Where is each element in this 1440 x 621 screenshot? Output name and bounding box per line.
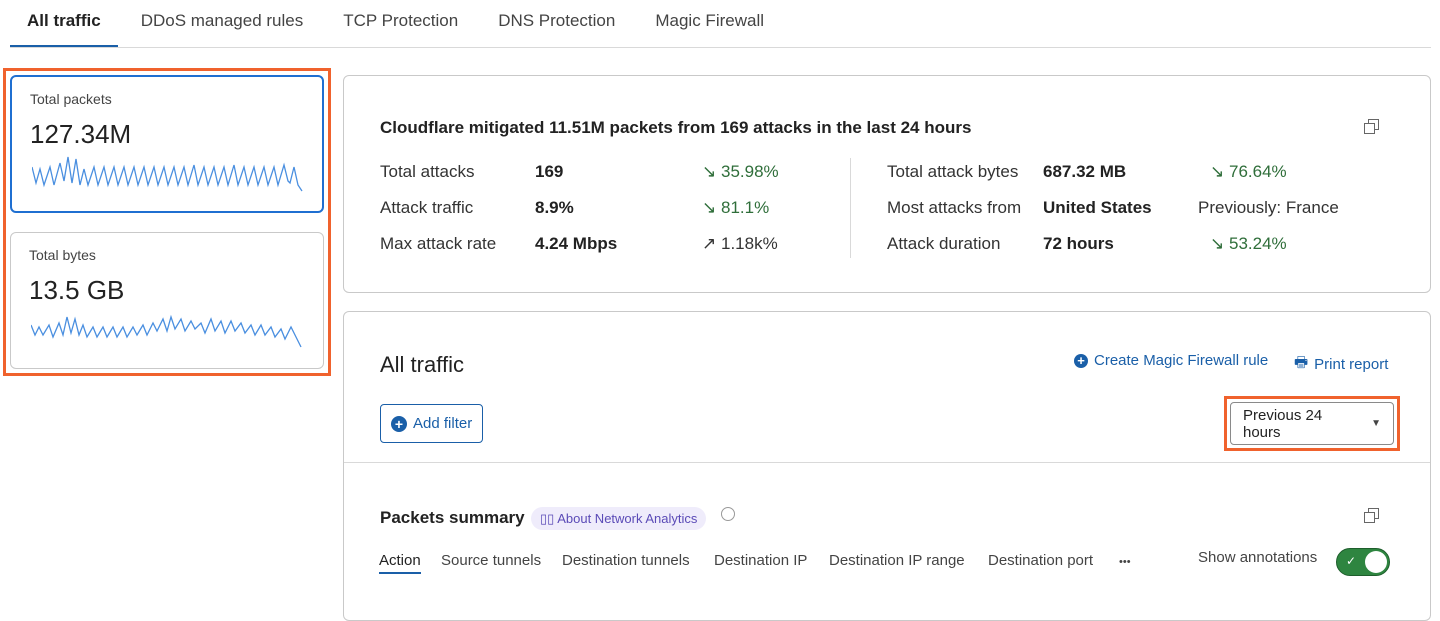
tab-source-tunnels[interactable]: Source tunnels [441, 552, 542, 569]
create-firewall-rule-link[interactable]: + Create Magic Firewall rule [1074, 352, 1268, 369]
divider [344, 462, 1430, 463]
tab-all-traffic[interactable]: All traffic [10, 0, 118, 47]
sparkline [32, 156, 303, 192]
arrow-down-right-icon: ↘ [702, 198, 717, 217]
stat-value: United States [1043, 198, 1152, 217]
sparkline [31, 314, 302, 348]
stat-change: ↗ 1.18k% [702, 234, 778, 253]
traffic-card: All traffic + Create Magic Firewall rule … [343, 311, 1431, 621]
more-tabs-button[interactable]: ••• [1119, 556, 1131, 568]
print-report-link[interactable]: 🖶 Print report [1294, 352, 1388, 377]
metric-card-total-bytes[interactable]: Total bytes 13.5 GB [10, 232, 324, 369]
highlight-box [3, 68, 331, 376]
tab-destination-ip[interactable]: Destination IP [714, 552, 808, 569]
packets-title: Packets summary [380, 508, 525, 527]
time-range-dropdown[interactable]: Previous 24 hours ▼ [1230, 402, 1394, 445]
metric-value: 13.5 GB [29, 275, 125, 305]
stat-label: Most attacks from [887, 198, 1022, 217]
check-icon: ✓ [1346, 554, 1357, 568]
arrow-down-right-icon: ↘ [1210, 162, 1225, 181]
stat-label: Attack duration [887, 234, 1001, 253]
traffic-title: All traffic [380, 352, 464, 377]
pie-chart-icon[interactable] [721, 507, 735, 521]
metric-card-total-packets[interactable]: Total packets 127.34M [10, 75, 324, 213]
tab-dns-protection[interactable]: DNS Protection [498, 11, 616, 30]
tab-tcp-protection[interactable]: TCP Protection [343, 11, 459, 30]
show-annotations-label: Show annotations [1198, 549, 1318, 566]
stat-label: Total attacks [380, 162, 475, 181]
arrow-up-right-icon: ↗ [702, 234, 717, 253]
summary-title: Cloudflare mitigated 11.51M packets from… [380, 118, 972, 137]
metric-label: Total bytes [29, 247, 96, 263]
highlight-box [1224, 396, 1400, 451]
stat-change: ↘ 35.98% [702, 162, 779, 181]
tab-destination-tunnels[interactable]: Destination tunnels [562, 552, 690, 569]
stat-previous: Previously: France [1198, 198, 1339, 217]
stat-value: 687.32 MB [1043, 162, 1127, 181]
divider [850, 158, 851, 258]
stat-change: ↘ 53.24% [1210, 234, 1287, 253]
attack-summary-card: Cloudflare mitigated 11.51M packets from… [343, 75, 1431, 293]
metric-value: 127.34M [30, 119, 132, 149]
add-filter-button[interactable]: + Add filter [380, 404, 484, 443]
metric-label: Total packets [30, 91, 112, 107]
printer-icon: 🖶 [1294, 354, 1309, 371]
stat-change: ↘ 81.1% [702, 198, 770, 217]
stat-label: Total attack bytes [887, 162, 1019, 181]
tab-action[interactable]: Action [379, 552, 421, 574]
copy-icon[interactable] [1364, 508, 1379, 523]
book-icon: ▯▯ [540, 511, 555, 526]
about-network-analytics-badge[interactable]: ▯▯ About Network Analytics [531, 507, 707, 530]
stat-value: 169 [535, 162, 564, 181]
arrow-down-right-icon: ↘ [1210, 234, 1225, 253]
stat-label: Max attack rate [380, 234, 497, 253]
arrow-down-right-icon: ↘ [702, 162, 717, 181]
tab-bar: All traffic DDoS managed rules TCP Prote… [10, 0, 1431, 48]
stat-value: 72 hours [1043, 234, 1114, 253]
stat-value: 4.24 Mbps [535, 234, 618, 253]
tab-destination-port[interactable]: Destination port [988, 552, 1094, 569]
toggle-knob [1365, 551, 1387, 573]
plus-circle-icon: + [391, 415, 407, 432]
tab-destination-ip-range[interactable]: Destination IP range [829, 552, 965, 569]
copy-icon[interactable] [1364, 119, 1379, 134]
stat-label: Attack traffic [380, 198, 474, 217]
stat-change: ↘ 76.64% [1210, 162, 1287, 181]
tab-ddos-managed-rules[interactable]: DDoS managed rules [140, 11, 304, 30]
tab-magic-firewall[interactable]: Magic Firewall [655, 11, 764, 30]
caret-down-icon: ▼ [1371, 418, 1381, 429]
show-annotations-toggle[interactable]: ✓ [1336, 548, 1390, 576]
stat-value: 8.9% [535, 198, 574, 217]
plus-circle-icon: + [1074, 353, 1088, 368]
